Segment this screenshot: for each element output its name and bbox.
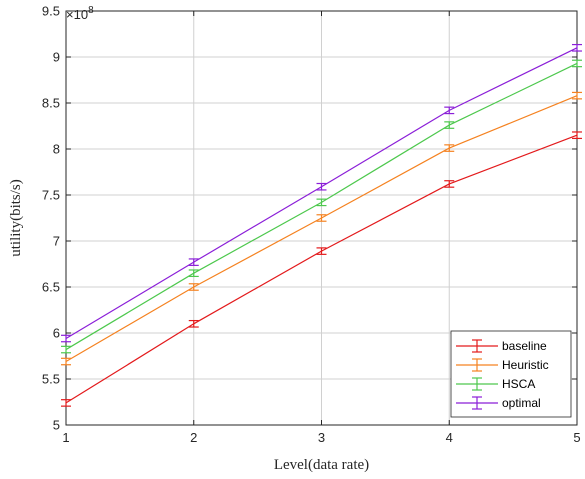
legend-label: baseline xyxy=(502,339,547,353)
x-tick-label: 2 xyxy=(190,430,197,445)
error-bar xyxy=(188,283,199,291)
error-bar xyxy=(188,258,199,266)
error-bar xyxy=(444,106,455,115)
error-bar xyxy=(444,121,455,129)
y-tick-label: 6.5 xyxy=(42,280,60,295)
series-hsca xyxy=(61,59,582,354)
error-bar xyxy=(572,59,582,68)
error-bar xyxy=(316,182,327,191)
legend-label: Heuristic xyxy=(502,358,549,372)
y-multiplier: ×108 xyxy=(66,5,94,22)
legend-label: optimal xyxy=(502,396,541,410)
error-bar xyxy=(572,131,582,140)
x-tick-label: 1 xyxy=(62,430,69,445)
x-tick-label: 4 xyxy=(446,430,453,445)
legend-entry-baseline: baseline xyxy=(456,339,547,353)
error-bar xyxy=(188,269,199,278)
y-multiplier-exponent: 8 xyxy=(88,5,94,16)
error-bar xyxy=(61,334,71,343)
series-optimal xyxy=(61,43,582,343)
legend: baseline Heuristic HSCA optimal xyxy=(450,330,572,418)
error-bar xyxy=(316,198,327,207)
y-tick-label: 8.5 xyxy=(42,96,60,111)
x-axis-label: Level(data rate) xyxy=(274,457,369,473)
x-tick-label: 3 xyxy=(318,430,325,445)
y-tick-label: 9 xyxy=(53,50,60,65)
series-baseline xyxy=(61,131,582,407)
error-bar xyxy=(61,345,71,354)
y-tick-label: 6 xyxy=(53,326,60,341)
error-bar xyxy=(61,357,71,366)
error-bar xyxy=(61,399,71,407)
y-tick-label: 5.5 xyxy=(42,372,60,387)
error-bar xyxy=(444,180,455,188)
error-bar xyxy=(188,319,199,328)
y-axis-label: utility(bits/s) xyxy=(8,179,24,257)
legend-entry-hsca: HSCA xyxy=(456,377,535,391)
error-bar xyxy=(316,247,327,255)
legend-entry-optimal: optimal xyxy=(456,396,541,410)
x-tick-label: 5 xyxy=(573,430,580,445)
series-group xyxy=(61,43,582,407)
series-heuristic xyxy=(61,91,582,366)
legend-label: HSCA xyxy=(502,377,535,391)
error-bar xyxy=(444,144,455,152)
error-bar xyxy=(572,43,582,52)
y-tick-label: 5 xyxy=(53,418,60,433)
error-bar xyxy=(316,214,327,222)
axis-ticks: 1 2 3 4 5 5 5.5 6 6.5 7 7.5 8 8.5 9 9.5 xyxy=(42,4,581,446)
error-bar xyxy=(572,91,582,100)
y-multiplier-base: ×10 xyxy=(66,7,88,22)
y-tick-label: 8 xyxy=(53,142,60,157)
y-tick-label: 9.5 xyxy=(42,4,60,19)
legend-entry-heuristic: Heuristic xyxy=(456,358,549,372)
y-tick-label: 7 xyxy=(53,234,60,249)
y-tick-label: 7.5 xyxy=(42,188,60,203)
